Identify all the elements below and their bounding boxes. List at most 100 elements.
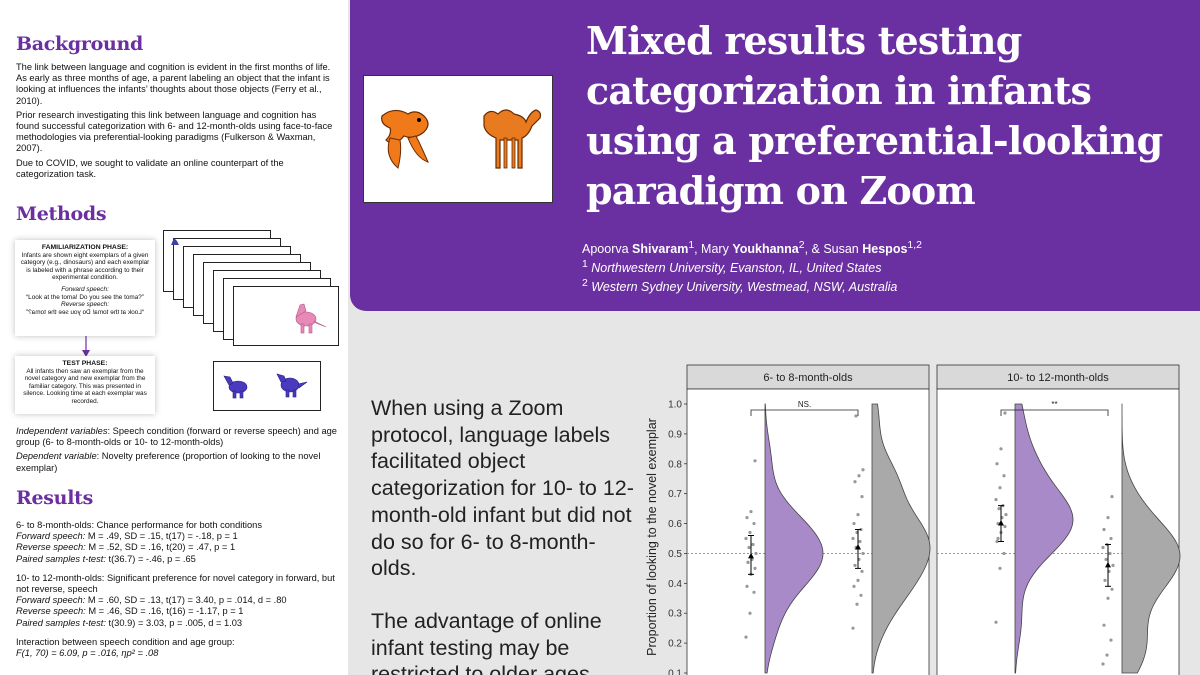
forward-speech-label: Forward speech: xyxy=(61,285,109,293)
violin-shape xyxy=(764,403,824,674)
affiliation-2: 2 Western Sydney University, Westmead, N… xyxy=(582,276,922,295)
background-text: The link between language and cognition … xyxy=(16,62,336,180)
g2-fwd-label: Forward speech: xyxy=(16,595,86,606)
data-point xyxy=(854,414,858,418)
data-point xyxy=(1002,474,1006,478)
reverse-speech-text: “Look at the toma! Do you see the toma?” xyxy=(26,308,144,316)
data-point xyxy=(994,498,998,502)
data-point xyxy=(752,590,756,594)
dv-text: : Novelty preference (proportion of look… xyxy=(16,451,321,473)
panel-label: 10- to 12-month-olds xyxy=(1007,372,1109,384)
iv-label: Independent variables xyxy=(16,426,108,436)
stim-card-front xyxy=(233,286,339,346)
aff-text: Western Sydney University, Westmead, NSW… xyxy=(587,280,898,295)
reverse-speech-label: Reverse speech: xyxy=(61,301,109,309)
goldfish-icon xyxy=(381,109,429,169)
violin-shape xyxy=(1121,403,1181,674)
forward-speech-text: “Look at the toma! Do you see the toma?” xyxy=(26,293,144,301)
g1-fwd: M = .49, SD = .15, t(17) = -.18, p = 1 xyxy=(85,531,238,542)
author-name: Shivaram xyxy=(632,242,689,257)
data-point xyxy=(748,530,752,535)
g1-fwd-label: Forward speech: xyxy=(16,531,86,542)
mean-marker xyxy=(855,543,861,550)
y-tick-label: 0.6 xyxy=(668,519,682,530)
violin-shape xyxy=(871,403,931,674)
title-line: categorization in infants xyxy=(586,68,1092,113)
data-point xyxy=(1109,536,1113,541)
data-point xyxy=(995,539,999,544)
phase-arrow-icon xyxy=(82,336,90,357)
familiarization-box: FAMILIARIZATION PHASE: Infants are shown… xyxy=(15,240,155,336)
background-heading: Background xyxy=(16,33,143,55)
y-tick-label: 0.9 xyxy=(668,429,682,440)
panel-strip xyxy=(686,364,930,390)
data-point xyxy=(748,611,752,615)
results-text: 6- to 8-month-olds: Chance performance f… xyxy=(16,520,341,659)
data-point xyxy=(998,566,1002,570)
conclusion-text: When using a Zoom protocol, language lab… xyxy=(371,395,639,675)
title-line: using a preferential-looking xyxy=(586,118,1163,163)
title-line: Mixed results testing xyxy=(586,18,1022,63)
results-heading: Results xyxy=(16,487,93,509)
data-point xyxy=(998,486,1002,490)
g2-rev-label: Reverse speech: xyxy=(16,606,86,617)
data-point xyxy=(1101,662,1105,666)
author-name: Hespos xyxy=(862,242,908,257)
blue-dinosaurs-icon xyxy=(223,373,308,399)
interaction-head: Interaction between speech condition and… xyxy=(16,636,235,647)
mean-marker xyxy=(998,520,1004,526)
poster-title: Mixed results testing categorization in … xyxy=(586,16,1186,216)
data-point xyxy=(1106,515,1110,520)
data-point xyxy=(1108,551,1112,556)
significance-bracket xyxy=(1000,409,1109,416)
mean-marker xyxy=(1105,561,1111,568)
significance-bracket xyxy=(750,409,859,416)
data-point xyxy=(1105,653,1109,657)
g1-rev-label: Reverse speech: xyxy=(16,542,86,553)
data-point xyxy=(1003,524,1007,529)
author-name: Youkhanna xyxy=(732,242,799,257)
data-point xyxy=(1103,578,1107,582)
familiarization-title: FAMILIARIZATION PHASE: xyxy=(41,244,129,251)
data-point xyxy=(852,584,856,588)
data-point xyxy=(853,480,857,484)
y-tick-label: 0.7 xyxy=(668,489,682,500)
y-tick-label: 0.8 xyxy=(668,459,682,470)
data-point xyxy=(999,447,1003,451)
author-sup: 1 xyxy=(688,240,695,251)
data-point xyxy=(855,602,859,606)
data-point xyxy=(856,578,860,582)
data-point xyxy=(746,560,750,565)
affiliation-1: 1 Northwestern University, Evanston, IL,… xyxy=(582,257,922,276)
left-column: Background The link between language and… xyxy=(0,0,348,675)
aff-text: Northwestern University, Evanston, IL, U… xyxy=(587,261,882,276)
panel-label: 6- to 8-month-olds xyxy=(763,372,853,384)
data-point xyxy=(744,635,748,639)
data-point xyxy=(861,468,865,472)
author-sup: 2 xyxy=(798,240,805,251)
data-point xyxy=(1106,596,1110,600)
familiarization-body: Infants are shown eight exemplars of a g… xyxy=(20,251,150,282)
data-point xyxy=(851,626,855,630)
stimulus-example xyxy=(363,75,553,203)
data-point xyxy=(860,569,864,573)
background-p1: The link between language and cognition … xyxy=(16,62,331,106)
chart-panel: 6- to 8-month-olds 0.1 0.2 0.3 0.4 0.5 0.6 0.7 0… xyxy=(668,364,931,675)
data-point xyxy=(749,510,753,514)
variables-text: Independent variables: Speech condition … xyxy=(16,426,341,474)
chart-panel: 10- to 12-month-olds ** xyxy=(936,364,1181,675)
goldfish-and-camel-icon xyxy=(381,109,542,169)
data-point xyxy=(744,536,748,541)
y-tick-label: 0.3 xyxy=(668,609,682,620)
conclusion-p2: The advantage of online infant testing m… xyxy=(371,608,602,675)
data-point xyxy=(860,495,864,499)
y-tick-label: 0.1 xyxy=(668,669,682,675)
data-point xyxy=(1003,411,1007,415)
data-point xyxy=(852,521,856,526)
data-point xyxy=(1110,587,1114,591)
significance-label: ** xyxy=(1051,400,1057,409)
g1-head: 6- to 8-month-olds: Chance performance f… xyxy=(16,520,262,530)
data-point xyxy=(1104,557,1108,562)
data-point xyxy=(995,462,999,466)
data-point xyxy=(745,515,749,520)
